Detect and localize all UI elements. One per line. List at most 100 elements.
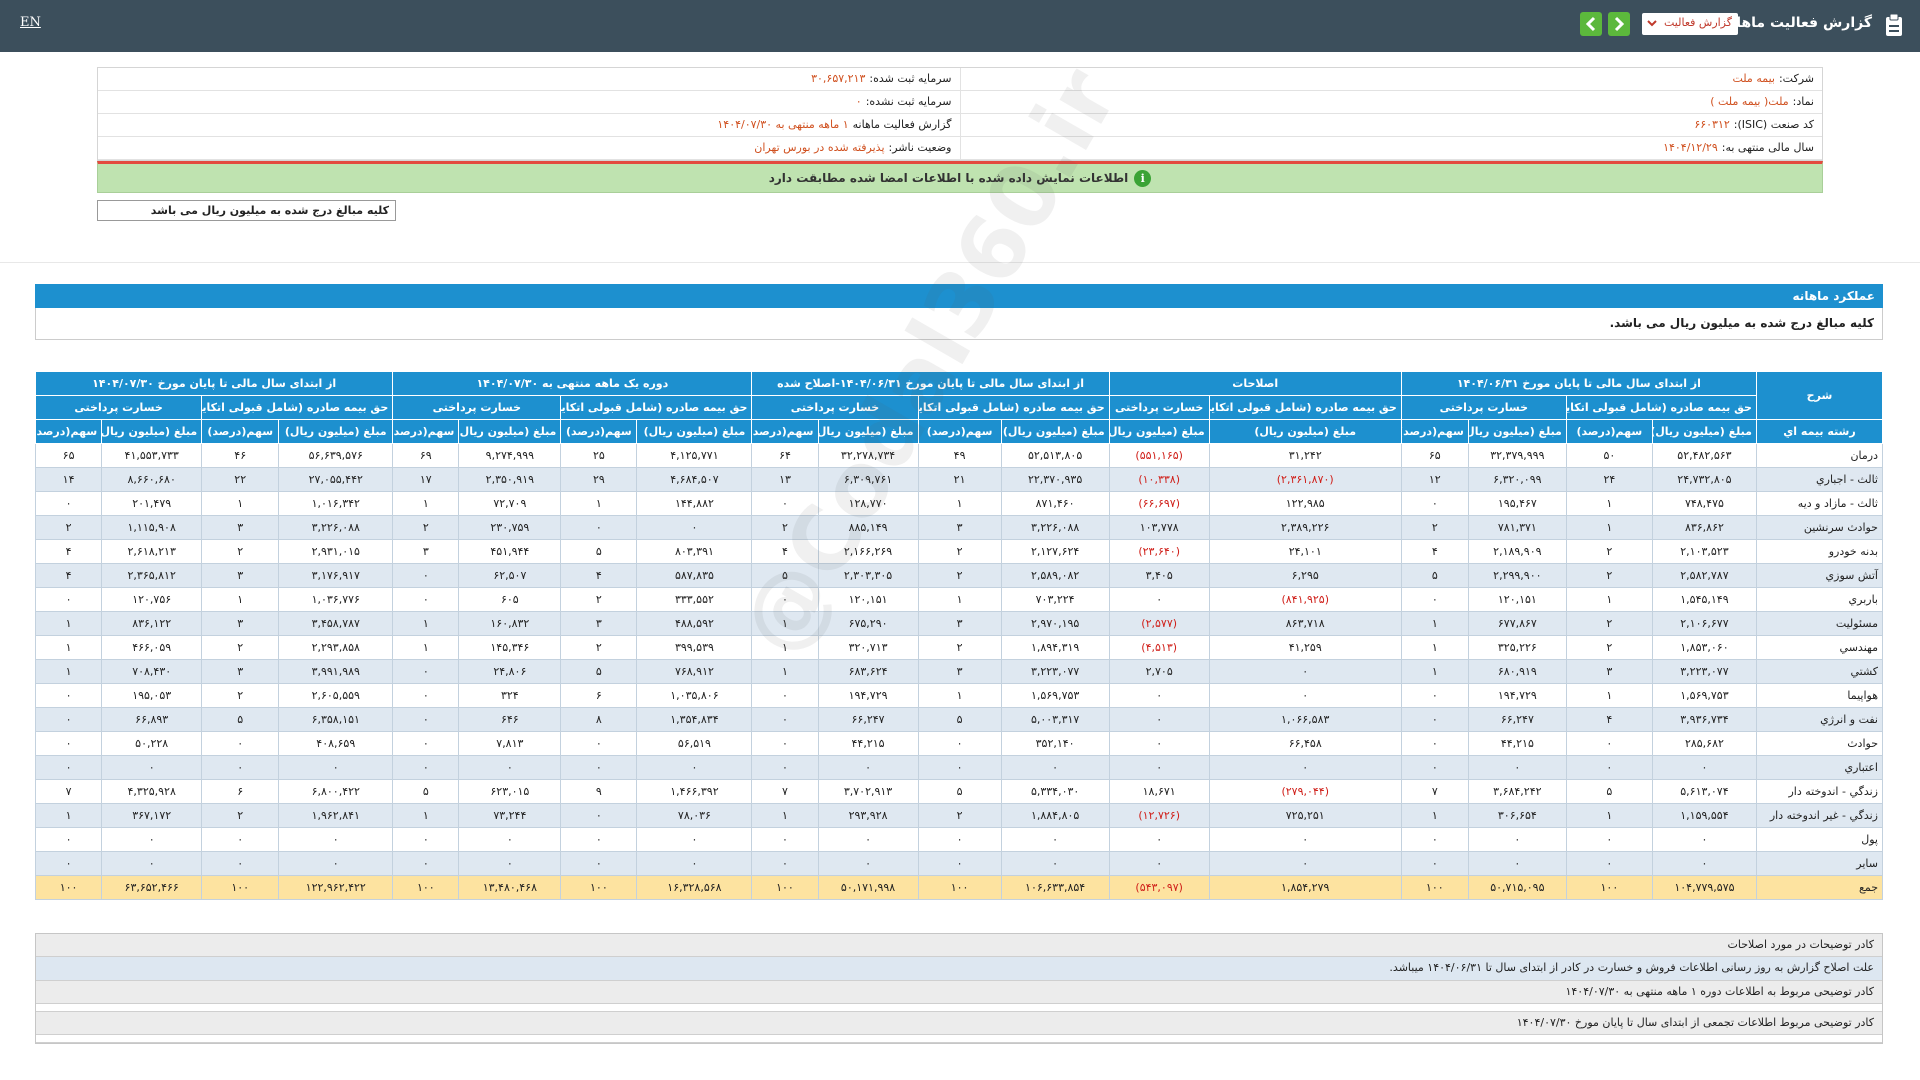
- cell: ۱۶,۳۲۸,۵۶۸: [636, 875, 753, 900]
- cell: ۱: [1565, 587, 1653, 612]
- cell: ۰: [1565, 731, 1653, 756]
- cell: ۰: [34, 587, 103, 612]
- header-row: شرح از ابتدای سال مالی تا پایان مورخ ۱۴۰۴…: [34, 371, 1884, 420]
- report-select[interactable]: گزارش فعالیت: [1642, 13, 1738, 35]
- language-toggle[interactable]: EN: [20, 15, 41, 30]
- cell: ۰: [751, 587, 819, 612]
- cell: ۳۳۳,۵۵۲: [636, 587, 753, 612]
- cell: ۳: [201, 611, 280, 636]
- cell: ۰: [392, 683, 460, 708]
- info-cell: سال مالی منتهی به:۱۴۰۴/۱۲/۲۹: [961, 137, 1823, 159]
- cell: ۲,۱۶۶,۲۶۹: [817, 539, 919, 564]
- section-title: عملکرد ماهانه: [35, 284, 1883, 308]
- cell: ۲: [917, 635, 1002, 660]
- group-header: دوره یک ماهه منتهی به ۱۴۰۴/۰۷/۳۰: [392, 371, 753, 396]
- cell: (۶۶,۶۹۷): [1108, 491, 1210, 516]
- prev-button[interactable]: [1580, 12, 1602, 36]
- cell: ۱: [1565, 683, 1653, 708]
- cell: ۱: [201, 491, 280, 516]
- notes: کادر توضیحات در مورد اصلاحات علت اصلاح گز…: [35, 933, 1883, 1044]
- cell: ۰: [201, 755, 280, 780]
- cell: ۳: [201, 659, 280, 684]
- cell: ۰: [458, 827, 562, 852]
- cell: ۰: [1000, 851, 1110, 876]
- cell: ۰: [751, 851, 819, 876]
- info-value: ۶۶۰۳۱۲: [1694, 118, 1730, 131]
- cell: ۰: [201, 731, 280, 756]
- cell: ۶۴۶: [458, 707, 562, 732]
- cell: ۳۰۶,۶۵۴: [1467, 803, 1567, 828]
- cell: ۰: [560, 515, 638, 540]
- cell: ۷: [1400, 779, 1469, 804]
- cell: ۵: [201, 707, 280, 732]
- cell: ۱: [1400, 611, 1469, 636]
- cell: ۲,۲۹۹,۹۰۰: [1467, 563, 1567, 588]
- cell: ۶: [560, 683, 638, 708]
- cell: ۰: [1108, 731, 1210, 756]
- next-button[interactable]: [1608, 12, 1630, 36]
- cell: ۲,۱۲۷,۶۲۴: [1000, 539, 1110, 564]
- cell: ۱: [34, 611, 103, 636]
- cell: ۲۴,۱۰۱: [1208, 539, 1402, 564]
- cell: ۱: [392, 803, 460, 828]
- cell: ۳,۹۹۱,۹۸۹: [278, 659, 394, 684]
- cell: ۱۲۲,۹۸۵: [1208, 491, 1402, 516]
- cell: ۰: [1400, 587, 1469, 612]
- row-label: حوادث: [1755, 731, 1884, 756]
- cell: ۲,۱۸۹,۹۰۹: [1467, 539, 1567, 564]
- info-row: شرکت:بیمه ملت سرمایه ثبت شده:۳۰,۶۵۷,۲۱۳: [98, 68, 1822, 91]
- table-row: حوادث ۲۸۵,۶۸۲ ۰ ۴۴,۲۱۵ ۰ ۶۶,۴۵۸ ۰ ۳۵۲,۱۴۰ ۰ ۴۴,۲۱…: [34, 731, 1884, 756]
- sub-header: حق بیمه صادره (شامل قبولی اتکایی): [201, 395, 394, 420]
- cell: ۰: [1565, 851, 1653, 876]
- cell: ۱,۵۶۹,۷۵۳: [1651, 683, 1757, 708]
- cell: ۲,۳۸۹,۲۲۶: [1208, 515, 1402, 540]
- cell: ۲: [201, 803, 280, 828]
- cell: ۷۴۸,۴۷۵: [1651, 491, 1757, 516]
- cell: ۰: [1108, 587, 1210, 612]
- cell: ۰: [817, 851, 919, 876]
- cell: ۸۳۶,۱۲۲: [101, 611, 203, 636]
- cell: ۲: [1565, 635, 1653, 660]
- sub-header: خسارت پرداختی: [751, 395, 919, 420]
- arrow-icon: [1614, 16, 1625, 32]
- table-row: نفت و انرژي ۳,۹۳۶,۷۳۴ ۴ ۶۶,۲۴۷ ۰ ۱,۰۶۶,۵۸۳ ۰ ۵,…: [34, 707, 1884, 732]
- cell: ۳۵۲,۱۴۰: [1000, 731, 1110, 756]
- cell: ۱: [34, 803, 103, 828]
- cell: ۰: [34, 683, 103, 708]
- sub-header: حق بیمه صادره (شامل قبولی اتکایی): [1208, 395, 1402, 420]
- cell: ۱۰۰: [751, 875, 819, 900]
- row-label: اعتباري: [1755, 755, 1884, 780]
- cell: ۱: [34, 635, 103, 660]
- group-header: شرح: [1755, 371, 1884, 420]
- cell: ۲,۳۶۵,۸۱۲: [101, 563, 203, 588]
- cell: ۰: [201, 827, 280, 852]
- cell: ۵: [917, 779, 1002, 804]
- cell: ۲,۵۸۲,۷۸۷: [1651, 563, 1757, 588]
- cell: (۵۴۳,۰۹۷): [1108, 875, 1210, 900]
- cell: ۱۰۰: [1400, 875, 1469, 900]
- cell: ۴۱,۲۵۹: [1208, 635, 1402, 660]
- cell: ۷: [751, 779, 819, 804]
- cell: ۰: [917, 731, 1002, 756]
- cell: ۳۱,۲۴۲: [1208, 443, 1402, 468]
- cell: ۱,۱۵۹,۵۵۴: [1651, 803, 1757, 828]
- cell: ۶۸۳,۶۲۴: [817, 659, 919, 684]
- cell: ۴۸۸,۵۹۲: [636, 611, 753, 636]
- info-label: وضعیت ناشر:: [888, 141, 952, 154]
- column-header: مبلغ (میلیون ریال): [817, 419, 919, 444]
- cell: (۱۲,۷۲۶): [1108, 803, 1210, 828]
- cell: ۶,۳۰۹,۷۶۱: [817, 467, 919, 492]
- cell: ۴۰۸,۶۵۹: [278, 731, 394, 756]
- cell: ۴: [751, 539, 819, 564]
- cell: (۲۳,۶۴۰): [1108, 539, 1210, 564]
- column-header: مبلغ (میلیون ریال): [636, 419, 753, 444]
- cell: (۵۵۱,۱۶۵): [1108, 443, 1210, 468]
- cell: ۵: [392, 779, 460, 804]
- info-label: سرمایه ثبت نشده:: [865, 95, 952, 108]
- cell: ۳: [201, 515, 280, 540]
- cell: ۰: [278, 755, 394, 780]
- notice: i اطلاعات نمایش داده شده با اطلاعات امضا …: [97, 161, 1823, 193]
- cell: ۵,۰۰۳,۳۱۷: [1000, 707, 1110, 732]
- info-icon: i: [1134, 170, 1152, 187]
